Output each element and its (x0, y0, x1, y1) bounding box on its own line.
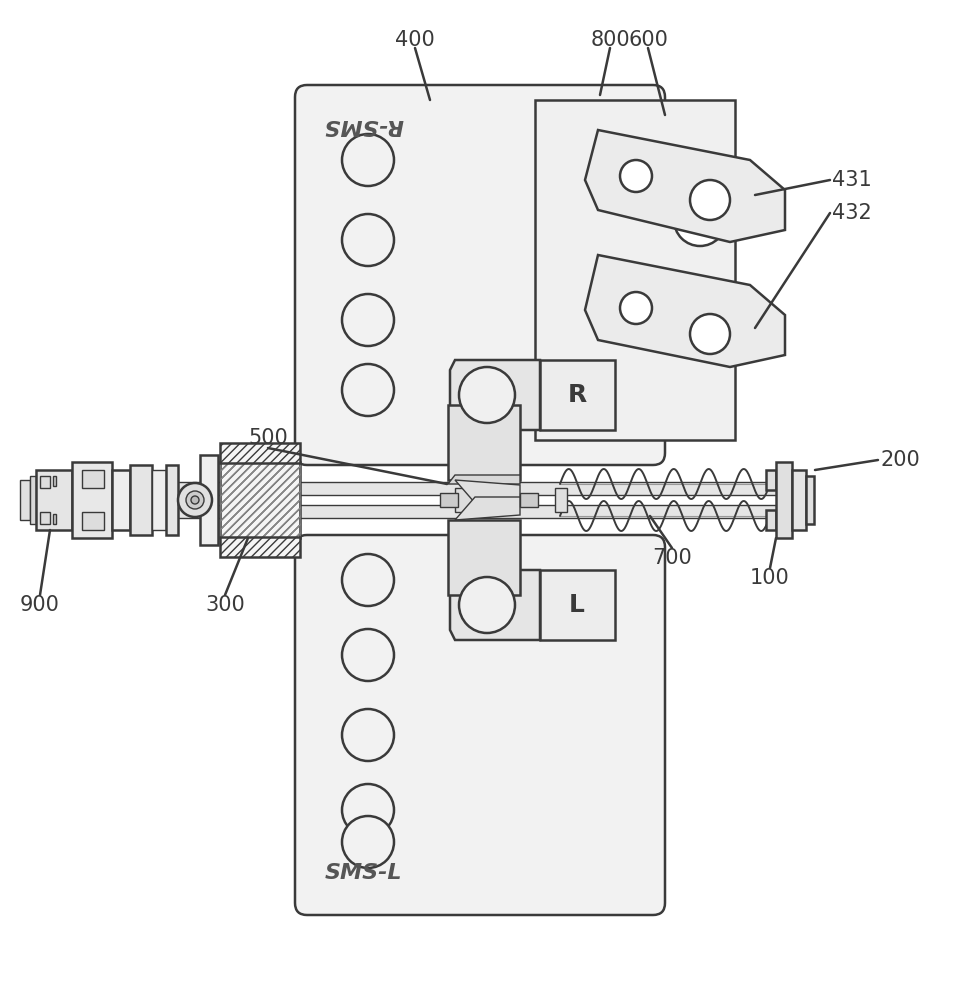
Circle shape (674, 194, 726, 246)
Circle shape (178, 483, 212, 517)
Circle shape (690, 180, 730, 220)
Bar (112, 470, 130, 530)
Bar (53, 514, 56, 524)
Bar (20, 480, 30, 520)
Circle shape (191, 496, 199, 504)
Bar (30, 476, 36, 524)
Bar (766, 510, 776, 530)
Text: 700: 700 (652, 548, 692, 568)
Bar (766, 470, 776, 490)
Circle shape (186, 491, 204, 509)
Polygon shape (585, 130, 785, 242)
Bar (448, 405, 520, 480)
Bar (130, 465, 152, 535)
Bar (555, 488, 567, 512)
Bar (440, 493, 458, 507)
Text: 500: 500 (248, 428, 288, 448)
Circle shape (459, 577, 515, 633)
Bar (220, 462, 300, 538)
Bar (82, 512, 104, 530)
Text: 800: 800 (591, 30, 630, 50)
Bar (220, 462, 300, 538)
Polygon shape (585, 255, 785, 367)
Bar (792, 470, 806, 530)
Bar (776, 462, 792, 538)
Circle shape (342, 134, 394, 186)
Bar (36, 470, 72, 530)
Text: 600: 600 (628, 30, 668, 50)
Bar (72, 462, 112, 538)
FancyBboxPatch shape (295, 535, 665, 915)
Text: 432: 432 (832, 203, 871, 223)
Circle shape (678, 288, 722, 332)
Polygon shape (450, 570, 540, 640)
Circle shape (342, 294, 394, 346)
Text: SMS-L: SMS-L (324, 863, 401, 883)
Bar (50, 505, 790, 518)
Bar (50, 482, 790, 495)
Circle shape (342, 554, 394, 606)
Text: 200: 200 (880, 450, 920, 470)
Circle shape (342, 784, 394, 836)
Bar (540, 360, 615, 430)
Circle shape (342, 816, 394, 868)
Text: L: L (569, 593, 585, 617)
Text: R: R (567, 383, 587, 407)
Circle shape (342, 709, 394, 761)
Circle shape (459, 367, 515, 423)
Text: 431: 431 (832, 170, 871, 190)
Text: 100: 100 (750, 568, 790, 588)
Text: 300: 300 (206, 595, 245, 615)
Text: R-SMS: R-SMS (322, 115, 403, 135)
Text: 400: 400 (395, 30, 435, 50)
Polygon shape (450, 360, 540, 430)
Bar (540, 570, 615, 640)
Circle shape (342, 214, 394, 266)
Circle shape (690, 314, 730, 354)
Bar (220, 537, 300, 557)
Bar (455, 488, 515, 512)
Bar (448, 520, 520, 595)
Circle shape (594, 144, 646, 196)
Bar (40, 476, 50, 488)
Bar (220, 443, 300, 463)
Bar (82, 470, 104, 488)
Circle shape (342, 629, 394, 681)
Polygon shape (448, 475, 520, 484)
Bar (40, 512, 50, 524)
Circle shape (342, 364, 394, 416)
Bar (200, 455, 218, 545)
FancyBboxPatch shape (295, 85, 665, 465)
Bar (806, 476, 814, 524)
Circle shape (620, 160, 652, 192)
Text: 900: 900 (20, 595, 60, 615)
Bar (520, 493, 538, 507)
Bar (53, 476, 56, 486)
Polygon shape (455, 497, 520, 520)
Circle shape (620, 292, 652, 324)
Bar (535, 100, 735, 440)
Polygon shape (455, 480, 520, 503)
Bar (166, 465, 178, 535)
Bar (152, 470, 166, 530)
